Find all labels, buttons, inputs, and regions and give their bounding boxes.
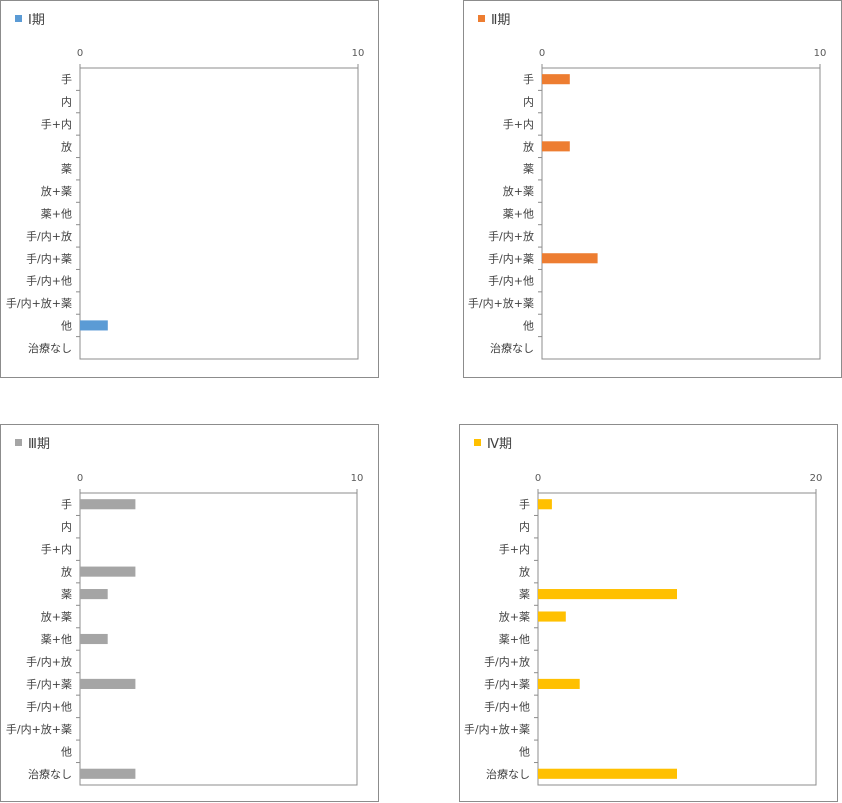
legend: Ⅲ期 (15, 433, 50, 452)
category-label: 手/内+放 (484, 654, 530, 668)
plot-area (537, 492, 817, 786)
category-label: 手/内+放 (26, 654, 72, 668)
bar (542, 141, 570, 152)
category-label: 手/内+放+薬 (468, 296, 534, 310)
plot-area (79, 67, 359, 360)
category-label: 内 (519, 520, 530, 534)
bar (538, 499, 552, 510)
category-label: 放+薬 (41, 184, 72, 198)
category-label: 他 (61, 319, 72, 332)
category-label: 放 (519, 565, 530, 579)
chart-panel-stage-2: Ⅱ期 0 10 手内手+内放薬放+薬薬+他手/内+放手/内+薬手/内+他手/内+放+薬… (463, 0, 842, 378)
x-tick-label: 20 (810, 473, 823, 484)
plot-area (541, 67, 821, 360)
bar-chart: 0 10 手内手+内放薬放+薬薬+他手/内+放手/内+薬手/内+他手/内+放+薬他治… (6, 473, 364, 786)
category-label: 治療なし (490, 341, 534, 355)
x-tick-label: 10 (352, 48, 365, 59)
category-label: 薬 (61, 163, 72, 176)
category-label: 治療なし (486, 767, 530, 781)
category-label: 放+薬 (503, 184, 534, 198)
x-tick-label: 0 (539, 48, 545, 59)
bar-chart: 0 20 手内手+内放薬放+薬薬+他手/内+放手/内+薬手/内+他手/内+放+薬他治… (464, 473, 823, 786)
bar (80, 633, 108, 645)
category-label: 放+薬 (499, 610, 530, 624)
category-label: 薬 (519, 588, 530, 601)
legend-label: Ⅳ期 (487, 437, 512, 452)
bar-chart: 0 10 手内手+内放薬放+薬薬+他手/内+放手/内+薬手/内+他手/内+放+薬他治… (6, 48, 365, 360)
x-tick-label: 0 (535, 473, 541, 484)
category-label: 他 (519, 745, 530, 758)
legend-label: Ⅲ期 (28, 437, 50, 452)
category-label: 手/内+薬 (484, 677, 530, 691)
legend-swatch (15, 15, 22, 22)
category-label: 薬+他 (499, 633, 530, 646)
category-label: 手/内+他 (26, 699, 72, 713)
legend-swatch (15, 439, 22, 446)
category-label: 手/内+放 (488, 229, 534, 243)
category-label: 内 (523, 95, 534, 109)
legend-swatch (478, 15, 485, 22)
category-label: 手/内+他 (484, 699, 530, 713)
legend: Ⅱ期 (478, 9, 510, 28)
legend-swatch (474, 439, 481, 446)
bar (80, 678, 136, 689)
category-label: 他 (523, 319, 534, 332)
chart-panel-stage-4: Ⅳ期 0 20 手内手+内放薬放+薬薬+他手/内+放手/内+薬手/内+他手/内+放+薬… (459, 424, 838, 802)
bar (80, 320, 108, 331)
bar (80, 566, 136, 577)
category-label: 手/内+他 (26, 274, 72, 288)
category-label: 放 (523, 139, 534, 153)
category-label: 薬 (61, 588, 72, 601)
chart-panel-stage-3: Ⅲ期 0 10 手内手+内放薬放+薬薬+他手/内+放手/内+薬手/内+他手/内+放+薬… (0, 424, 379, 802)
category-label: 内 (61, 95, 72, 109)
bar (542, 253, 598, 264)
category-label: 手/内+薬 (26, 251, 72, 265)
category-label: 手/内+薬 (26, 677, 72, 691)
category-label: 手+内 (499, 542, 530, 556)
category-label: 手 (519, 497, 530, 511)
legend: Ⅰ期 (15, 9, 45, 28)
bar (80, 589, 108, 600)
category-label: 内 (61, 520, 72, 534)
bar (538, 611, 566, 622)
category-label: 薬 (523, 163, 534, 176)
category-label: 手/内+放 (26, 229, 72, 243)
category-label: 手 (61, 497, 72, 511)
chart-panel-stage-1: Ⅰ期 0 10 手内手+内放薬放+薬薬+他手/内+放手/内+薬手/内+他手/内+放+薬… (0, 0, 379, 378)
legend: Ⅳ期 (474, 433, 512, 452)
x-tick-label: 0 (77, 473, 83, 484)
bar (538, 589, 677, 600)
bar (538, 768, 677, 779)
category-label: 放 (61, 565, 72, 579)
legend-label: Ⅱ期 (491, 13, 511, 28)
category-label: 他 (61, 745, 72, 758)
bar-chart: 0 10 手内手+内放薬放+薬薬+他手/内+放手/内+薬手/内+他手/内+放+薬他治… (468, 48, 827, 360)
category-label: 薬+他 (503, 208, 534, 221)
category-label: 手/内+放+薬 (6, 722, 72, 736)
category-label: 治療なし (28, 341, 72, 355)
category-label: 手/内+薬 (488, 251, 534, 265)
category-label: 放+薬 (41, 610, 72, 624)
category-label: 放 (61, 139, 72, 153)
bar (80, 499, 136, 510)
x-tick-label: 10 (351, 473, 364, 484)
legend-label: Ⅰ期 (28, 13, 45, 28)
bar (542, 74, 570, 85)
category-label: 手/内+放+薬 (464, 722, 530, 736)
category-label: 手+内 (503, 117, 534, 131)
category-label: 手+内 (41, 117, 72, 131)
category-label: 手/内+他 (488, 274, 534, 288)
category-label: 手/内+放+薬 (6, 296, 72, 310)
category-label: 手 (61, 72, 72, 86)
category-label: 薬+他 (41, 633, 72, 646)
plot-area (79, 492, 358, 786)
bar (538, 678, 580, 689)
category-label: 手+内 (41, 542, 72, 556)
x-tick-label: 0 (77, 48, 83, 59)
bar (80, 768, 136, 779)
x-tick-label: 10 (814, 48, 827, 59)
category-label: 薬+他 (41, 208, 72, 221)
category-label: 治療なし (28, 767, 72, 781)
category-label: 手 (523, 72, 534, 86)
